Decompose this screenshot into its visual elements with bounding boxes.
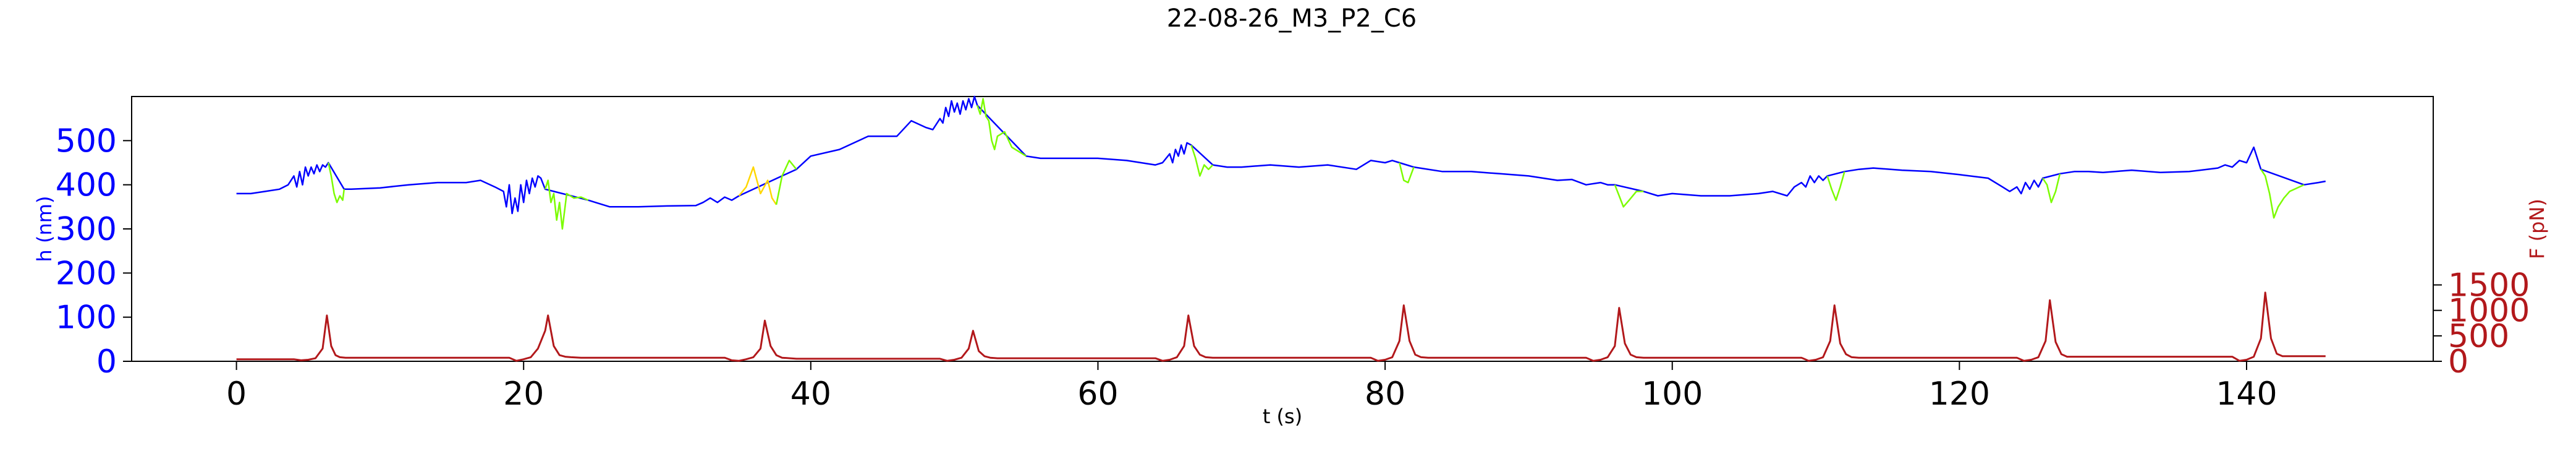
x-tick-label: 100 [1642,376,1703,413]
y-left-tick-label: 0 [96,343,117,380]
y-left-tick-label: 100 [56,299,117,337]
x-tick-label: 120 [1929,376,1990,413]
y-right-tick-label: 1000 [2448,293,2530,330]
x-tick-label: 60 [1077,376,1118,413]
x-tick-label: 140 [2216,376,2277,413]
y-left-tick-label: 500 [56,122,117,160]
force-line-12 [236,291,2326,362]
y-right-tick-label: 500 [2448,318,2509,355]
h-line-11 [2260,169,2305,219]
y-left-tick-label: 400 [56,167,117,204]
h-line-0 [236,95,2326,215]
chart-title: 22-08-26_M3_P2_C6 [1167,4,1417,33]
h-line-10 [2042,173,2061,204]
h-line-3 [738,166,777,205]
x-axis-label: t (s) [1263,405,1302,428]
force-series-group [236,291,2326,362]
plot-area-frame [131,96,2434,362]
y-axis-left: 0 100 200 300 400 500 [56,122,132,380]
y-right-tick-label: 0 [2448,343,2468,380]
y-axis-right-label: F (pN) [2525,199,2549,259]
h-line-1 [328,162,345,204]
x-tick-label: 0 [226,376,247,413]
h-line-4 [775,160,797,205]
x-tick-label: 80 [1365,376,1405,413]
y-right-tick-label: 1500 [2448,267,2530,304]
y-axis-left-label: h (nm) [33,196,56,262]
y-left-tick-label: 200 [56,255,117,292]
h-line-6 [1190,145,1214,177]
x-tick-label: 40 [790,376,831,413]
y-left-tick-label: 300 [56,211,117,248]
x-axis: 0 20 40 60 80 100 120 140 [226,361,2277,413]
h-line-8 [1614,184,1644,208]
h-line-2 [544,179,589,230]
h-series-group [236,95,2326,230]
h-line-5 [977,98,1027,157]
x-tick-label: 20 [503,376,544,413]
h-line-7 [1399,162,1415,184]
h-line-9 [1826,171,1845,201]
